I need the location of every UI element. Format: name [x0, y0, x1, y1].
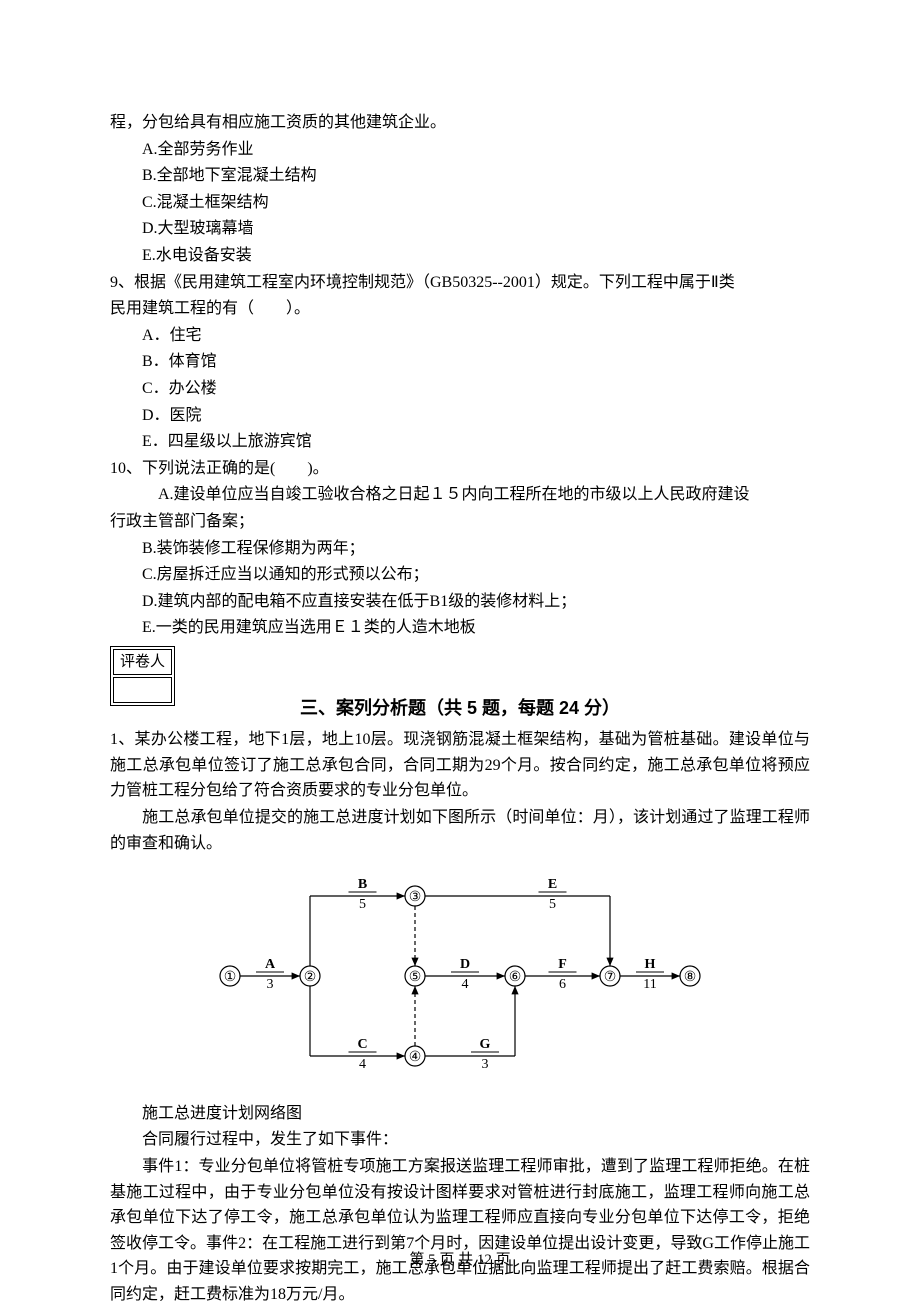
q10-opt-a-l2: 行政主管部门备案；: [110, 509, 810, 535]
svg-text:11: 11: [643, 977, 656, 992]
section3-title: 三、案列分析题（共 5 题，每题 24 分）: [110, 694, 810, 723]
q10-opt-b: B.装饰装修工程保修期为两年；: [110, 536, 810, 562]
scorer-blank: [113, 677, 172, 703]
svg-text:⑥: ⑥: [509, 970, 522, 985]
q9-opt-d: D．医院: [110, 403, 810, 429]
svg-text:4: 4: [462, 977, 469, 992]
svg-text:F: F: [558, 957, 567, 972]
svg-text:3: 3: [267, 977, 274, 992]
svg-text:H: H: [645, 957, 656, 972]
q9-opt-b: B．体育馆: [110, 349, 810, 375]
svg-text:4: 4: [359, 1057, 366, 1072]
q8-opt-a: A.全部劳务作业: [110, 137, 810, 163]
svg-text:⑦: ⑦: [604, 970, 617, 985]
svg-text:C: C: [357, 1037, 367, 1052]
svg-text:④: ④: [409, 1050, 422, 1065]
q9-opt-c: C．办公楼: [110, 376, 810, 402]
q8-opt-e: E.水电设备安装: [110, 243, 810, 269]
case1-p1: 1、某办公楼工程，地下1层，地上10层。现浇钢筋混凝土框架结构，基础为管桩基础。…: [110, 727, 810, 804]
q8-opt-d: D.大型玻璃幕墙: [110, 216, 810, 242]
case1-p4: 事件1：专业分包单位将管桩专项施工方案报送监理工程师审批，遭到了监理工程师拒绝。…: [110, 1154, 810, 1308]
q9-opt-a: A．住宅: [110, 323, 810, 349]
q10-opt-d: D.建筑内部的配电箱不应直接安装在低于B1级的装修材料上；: [110, 589, 810, 615]
svg-text:A: A: [265, 957, 276, 972]
q10-opt-e: E.一类的民用建筑应当选用Ｅ１类的人造木地板: [110, 615, 810, 641]
network-diagram: A 3 B 5 C 4 D 4 E 5 G 3 F 6 H 11 ① ② ③ ④ ⑤ ⑥ ⑦ ⑧: [110, 866, 810, 1095]
svg-text:D: D: [460, 957, 470, 972]
q9-stem-l2: 民用建筑工程的有（ ）。: [110, 296, 810, 322]
q10-opt-a-l1-text: A.建设单位应当自竣工验收合格之日起１５内向工程所在地的市级以上人民政府建设: [158, 486, 750, 503]
q10-opt-a-l1: A.建设单位应当自竣工验收合格之日起１５内向工程所在地的市级以上人民政府建设: [126, 482, 810, 508]
svg-text:⑧: ⑧: [684, 970, 697, 985]
svg-text:G: G: [480, 1037, 491, 1052]
scorer-label: 评卷人: [113, 649, 172, 675]
svg-text:3: 3: [482, 1057, 489, 1072]
svg-text:5: 5: [549, 897, 556, 912]
q8-stem-tail: 程，分包给具有相应施工资质的其他建筑企业。: [110, 110, 810, 136]
svg-text:B: B: [358, 877, 367, 892]
q9-stem-l1: 9、根据《民用建筑工程室内环境控制规范》（GB50325--2001）规定。下列…: [110, 270, 810, 296]
page-footer: 第 5 页 共 12 页: [0, 1248, 920, 1272]
q10-opt-c: C.房屋拆迁应当以通知的形式预以公布；: [110, 562, 810, 588]
diagram-caption: 施工总进度计划网络图: [110, 1101, 810, 1127]
svg-text:①: ①: [224, 970, 237, 985]
q8-opt-c: C.混凝土框架结构: [110, 190, 810, 216]
q8-opt-b: B.全部地下室混凝土结构: [110, 163, 810, 189]
svg-text:③: ③: [409, 890, 422, 905]
scorer-box: 评卷人: [110, 646, 175, 706]
case1-p3: 合同履行过程中，发生了如下事件：: [110, 1127, 810, 1153]
q9-opt-e: E．四星级以上旅游宾馆: [110, 429, 810, 455]
svg-text:6: 6: [559, 977, 566, 992]
svg-text:⑤: ⑤: [409, 970, 422, 985]
case1-p2: 施工总承包单位提交的施工总进度计划如下图所示（时间单位：月），该计划通过了监理工…: [110, 805, 810, 856]
svg-text:E: E: [548, 877, 557, 892]
q10-stem: 10、下列说法正确的是( )。: [110, 456, 810, 482]
svg-text:②: ②: [304, 970, 317, 985]
svg-text:5: 5: [359, 897, 366, 912]
